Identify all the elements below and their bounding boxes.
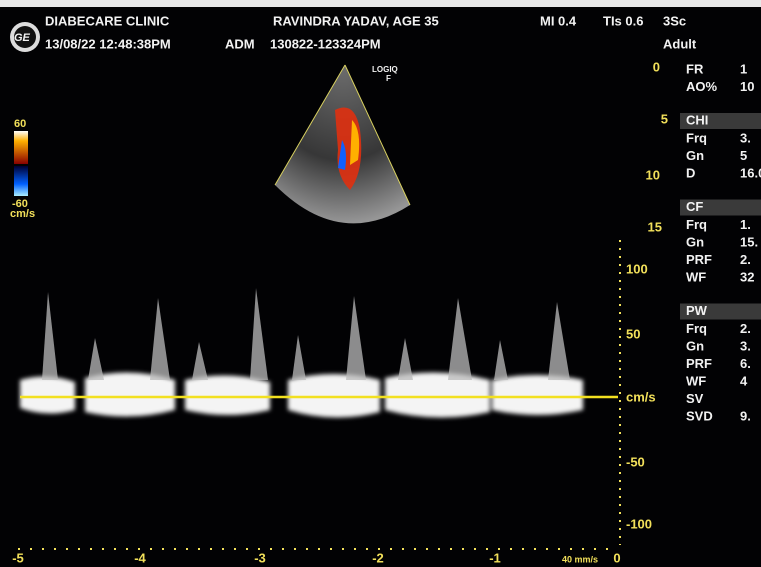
time-label: -1: [489, 550, 501, 565]
screen-edge: [0, 0, 761, 7]
doppler-peaks: [42, 288, 570, 380]
operator: ADM: [225, 36, 255, 51]
param-value: 15.: [740, 234, 758, 249]
time-label: -4: [134, 550, 146, 565]
param-value: 16.0: [740, 165, 761, 180]
section-header-bg: [680, 113, 761, 129]
param-value: 3.: [740, 338, 751, 353]
time-label: -2: [372, 550, 384, 565]
param-value: 1.: [740, 217, 751, 232]
image-label: LOGIQ: [372, 65, 398, 74]
section-title: CF: [686, 199, 703, 214]
tis: TIs 0.6: [603, 13, 643, 28]
section-title: PW: [686, 303, 708, 318]
section-header-bg: [680, 303, 761, 320]
clinic: DIABECARE CLINIC: [45, 13, 170, 28]
param-value: 2.: [740, 321, 751, 336]
param-label: Gn: [686, 148, 704, 163]
color-bar-positive: [14, 131, 28, 164]
param-label: Gn: [686, 338, 704, 353]
depth-tick: 0: [653, 59, 660, 74]
param-label: PRF: [686, 356, 712, 371]
param-value: 9.: [740, 408, 751, 423]
velocity-label: -100: [626, 516, 652, 531]
param-label: D: [686, 165, 695, 180]
param-label: Frq: [686, 130, 707, 145]
param-label: FR: [686, 61, 704, 76]
param-label: Frq: [686, 217, 707, 232]
patient: RAVINDRA YADAV, AGE 35: [273, 13, 439, 28]
param-value: 10: [740, 79, 754, 94]
param-value: 32: [740, 269, 754, 284]
depth-tick: 5: [661, 111, 668, 126]
ge-logo-inner: [14, 26, 36, 48]
param-label: Gn: [686, 234, 704, 249]
exam-id: 130822-123324PM: [270, 36, 381, 51]
color-min: -60: [12, 198, 28, 210]
param-label: WF: [686, 373, 706, 388]
param-label: SVD: [686, 408, 713, 423]
sweep-speed: 40 mm/s: [562, 554, 598, 564]
section-title: CHI: [686, 112, 708, 127]
preset: Adult: [663, 36, 697, 51]
param-label: PRF: [686, 252, 712, 267]
color-unit: cm/s: [10, 208, 35, 220]
param-value: 6.: [740, 356, 751, 371]
param-label: Frq: [686, 321, 707, 336]
ge-logo-text: GE: [14, 32, 31, 44]
param-label: WF: [686, 269, 706, 284]
image-label: F: [386, 74, 391, 83]
param-value: 1: [740, 61, 747, 76]
depth-tick: 10: [646, 167, 660, 182]
time-label: -3: [254, 550, 266, 565]
color-flow-yellow: [350, 120, 360, 165]
param-value: 4: [740, 373, 748, 388]
color-max: 60: [14, 118, 26, 130]
depth-tick: 15: [648, 219, 662, 234]
param-label: SV: [686, 391, 704, 406]
velocity-label: 100: [626, 261, 648, 276]
param-value: 3.: [740, 130, 751, 145]
param-label: AO%: [686, 79, 718, 94]
mi: MI 0.4: [540, 13, 577, 28]
probe: 3Sc: [663, 13, 686, 28]
velocity-label: 50: [626, 326, 640, 341]
time-label: -5: [12, 550, 24, 565]
velocity-label: cm/s: [626, 389, 656, 404]
time-label: 0: [613, 550, 620, 565]
sector-outline: [274, 64, 411, 206]
doppler-spectrum: [20, 372, 583, 418]
datetime: 13/08/22 12:48:38PM: [45, 36, 171, 51]
color-bar-negative: [14, 166, 28, 196]
color-flow-blue: [338, 140, 346, 170]
section-header-bg: [680, 199, 761, 216]
param-value: 2.: [740, 252, 751, 267]
velocity-label: -50: [626, 454, 645, 469]
param-value: 5: [740, 148, 747, 163]
